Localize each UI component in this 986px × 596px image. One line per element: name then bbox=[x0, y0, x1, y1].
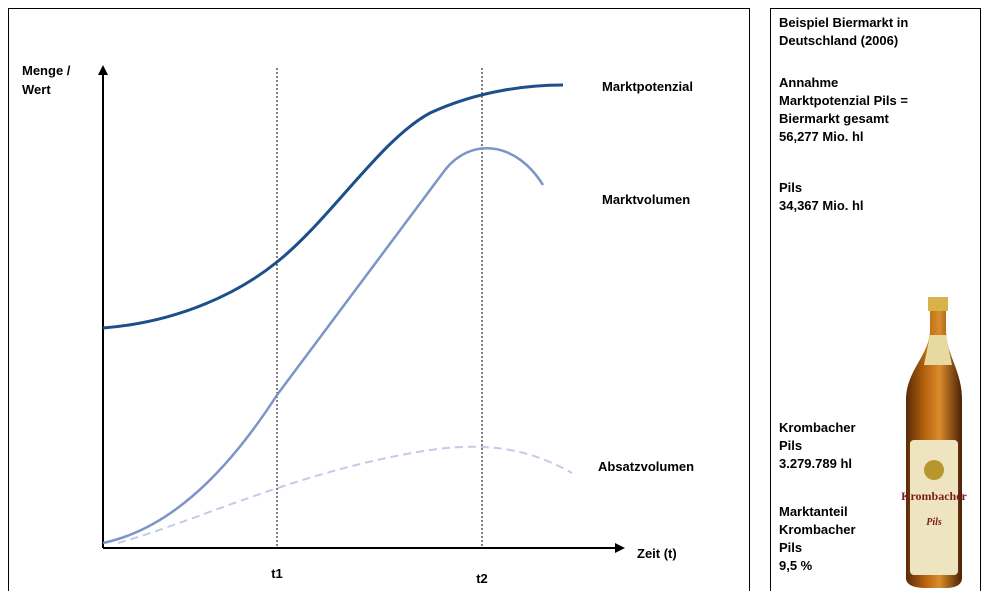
sidebar-text: Deutschland (2006) bbox=[779, 33, 898, 48]
sidebar-text: Beispiel Biermarkt in bbox=[779, 15, 908, 30]
sidebar-text: Pils bbox=[779, 438, 802, 453]
curve-label: Absatzvolumen bbox=[598, 459, 694, 474]
side-frame bbox=[770, 8, 981, 596]
sidebar-text: Krombacher bbox=[779, 522, 856, 537]
curve-marktpotenzial bbox=[102, 83, 564, 330]
sidebar-text: Marktanteil bbox=[779, 504, 848, 519]
sidebar-text: Pils bbox=[779, 540, 802, 555]
sidebar-text: 9,5 % bbox=[779, 558, 813, 573]
curve-label: Marktpotenzial bbox=[602, 79, 693, 94]
sidebar-text: 34,367 Mio. hl bbox=[779, 198, 864, 213]
sidebar-text: 3.279.789 hl bbox=[779, 456, 852, 471]
sidebar-text: 56,277 Mio. hl bbox=[779, 129, 864, 144]
sidebar-text: Biermarkt gesamt bbox=[779, 111, 889, 126]
sidebar-text: Annahme bbox=[779, 75, 838, 90]
y-axis-label: Wert bbox=[22, 82, 51, 97]
sidebar-text: Krombacher bbox=[779, 420, 856, 435]
main-frame bbox=[8, 8, 750, 596]
y-axis-label: Menge / bbox=[22, 63, 71, 78]
sidebar-text: Marktpotenzial Pils = bbox=[779, 93, 908, 108]
time-marker: t2 bbox=[476, 571, 488, 586]
curve-label: Marktvolumen bbox=[602, 192, 690, 207]
sidebar: Beispiel Biermarkt in Deutschland (2006) A… bbox=[779, 15, 908, 573]
bottle: Krombacher Pils bbox=[901, 297, 968, 588]
x-axis-label: Zeit (t) bbox=[637, 546, 677, 561]
svg-text:Krombacher: Krombacher bbox=[901, 489, 967, 503]
time-marker: t1 bbox=[271, 566, 283, 581]
curve-absatzvolumen bbox=[117, 445, 573, 544]
svg-text:Pils: Pils bbox=[926, 517, 942, 528]
sidebar-text: Pils bbox=[779, 180, 802, 195]
curve-marktvolumen bbox=[102, 147, 545, 545]
